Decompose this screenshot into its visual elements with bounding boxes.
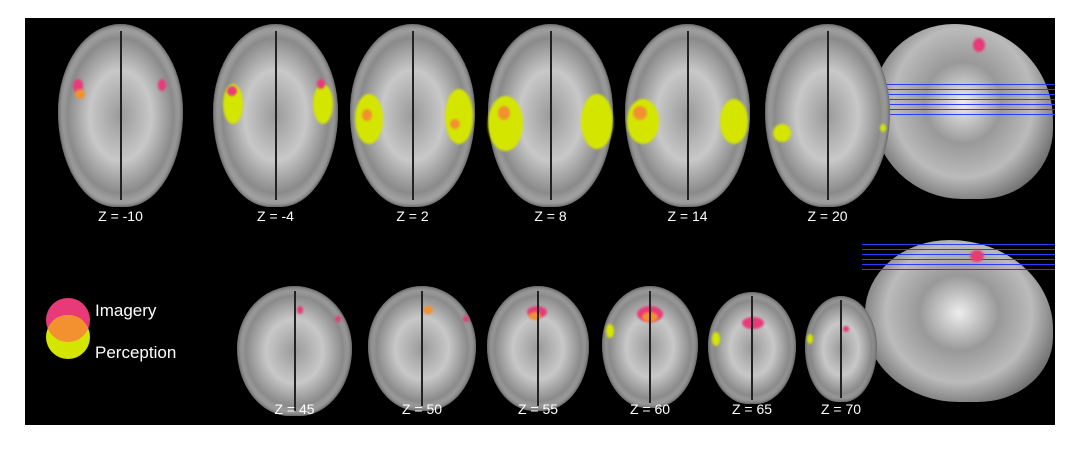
activation-blob-perception [712,332,720,346]
sagittal-view-top [873,24,1053,199]
activation-blob-perception [773,124,791,142]
brain-slice [350,24,475,207]
brain-slice [213,24,338,207]
activation-blob-imagery [637,306,663,322]
brain-slice [625,24,750,207]
sagittal-view-bottom [865,240,1053,402]
activation-blob-overlap [498,106,510,120]
activation-blob-overlap [362,109,372,121]
slice-label: Z = 14 [667,208,708,224]
sagittal-blob-bottom [970,250,984,262]
activation-blob-imagery [843,326,849,332]
slice-label: Z = 55 [517,401,559,417]
activation-blob-imagery [742,317,764,329]
activation-blob-imagery [297,306,303,314]
activation-blob-overlap [633,106,647,120]
slice-label: Z = -10 [98,208,143,224]
brain-slice [765,24,890,207]
activation-blob-imagery [227,86,237,96]
slice-label: Z = 70 [820,401,862,417]
activation-blob-overlap [529,312,541,320]
activation-blob-perception [880,124,886,132]
slice-label: Z = 50 [401,401,443,417]
brain-slice [368,286,476,411]
activation-blob-perception [581,94,613,149]
brain-slice [58,24,183,207]
brain-slice [488,24,613,207]
brain-slice [602,286,698,408]
slice-label: Z = 65 [731,401,773,417]
activation-blob-perception [606,324,614,338]
slice-label: Z = 20 [807,208,848,224]
activation-blob-perception [720,99,748,144]
sagittal-blob-top [973,38,985,52]
legend-perception-label: Perception [95,343,177,362]
activation-blob-overlap [75,89,85,99]
activation-blob-overlap [423,306,433,314]
activation-blob-imagery [317,79,325,89]
slice-label: Z = 2 [396,208,429,224]
slice-label: Z = 45 [274,401,315,417]
activation-blob-imagery [158,79,166,91]
brain-slice [805,296,877,402]
brain-slice [487,286,589,411]
activation-blob-overlap [450,119,460,129]
slice-lines-top [870,84,1055,119]
activation-blob-perception [313,84,333,124]
slice-lines-bottom [862,244,1055,274]
activation-blob-perception [807,334,813,344]
slice-label: Z = 60 [629,401,671,417]
slice-label: Z = -4 [257,208,294,224]
brain-slice [237,286,352,416]
brain-slice [708,292,796,404]
activation-blob-perception [445,89,473,144]
activation-blob-imagery [73,79,83,93]
activation-blob-imagery [463,316,469,322]
activation-blob-imagery [335,316,341,322]
slice-label: Z = 8 [534,208,567,224]
activation-blob-perception [488,96,523,151]
figure-panel: Imagery Perception Z = -10 Z = -4 Z = 2 Z =… [25,18,1055,425]
activation-blob-overlap [642,312,658,322]
legend-imagery-label: Imagery [95,301,157,320]
